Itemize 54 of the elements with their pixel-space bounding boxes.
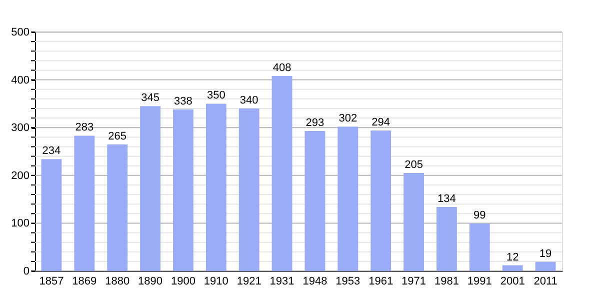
x-tick-label: 1948 [302,276,328,288]
x-tick-label: 1900 [170,276,196,288]
data-label: 293 [306,116,324,129]
data-label: 134 [438,192,456,205]
data-label: 265 [108,130,127,142]
x-tick-label: 1890 [138,276,163,288]
bar [173,109,194,271]
data-label: 283 [75,122,94,134]
bar [206,104,226,271]
x-tick-label: 1981 [434,276,459,288]
x-tick-label: 1953 [336,276,360,288]
bar [238,108,260,271]
bar [304,130,326,271]
y-tick-label: 300 [11,122,30,134]
y-tick-label: 200 [11,170,30,182]
bar [436,206,457,271]
y-tick-label: 400 [11,74,30,86]
bar [404,173,424,271]
data-label: 294 [372,116,390,128]
data-label: 12 [506,251,519,264]
bar [469,224,490,271]
x-tick-label: 1971 [402,276,426,288]
x-tick-label: 2001 [500,276,525,288]
x-tick-label: 1880 [105,276,130,288]
x-tick-label: 2011 [534,276,558,288]
data-label: 19 [539,248,552,260]
data-label: 302 [338,112,358,125]
x-tick-label: 1910 [204,276,228,288]
y-tick-label: 500 [11,26,30,38]
bar [41,159,62,271]
data-label: 338 [174,95,192,108]
x-tick-label: 1857 [39,276,64,288]
bar [535,262,556,271]
bar [74,136,95,271]
data-label: 234 [42,145,61,158]
bar [140,106,160,271]
x-tick-label: 1869 [72,276,97,288]
bar [338,126,358,271]
data-label: 408 [272,62,292,74]
bar [107,144,128,271]
x-tick-label: 1961 [368,276,394,288]
x-tick-label: 1921 [236,276,262,288]
bar [272,76,292,271]
x-tick-label: 1931 [270,276,294,288]
y-tick-label: 100 [11,218,30,230]
x-tick-label: 1991 [467,276,492,288]
bar [502,265,523,271]
data-label: 345 [141,92,160,104]
data-label: 350 [206,90,226,102]
bar [370,130,392,271]
data-label: 99 [474,210,486,222]
data-label: 205 [404,159,423,172]
y-tick-label: 0 [23,266,30,278]
data-label: 340 [240,94,258,106]
